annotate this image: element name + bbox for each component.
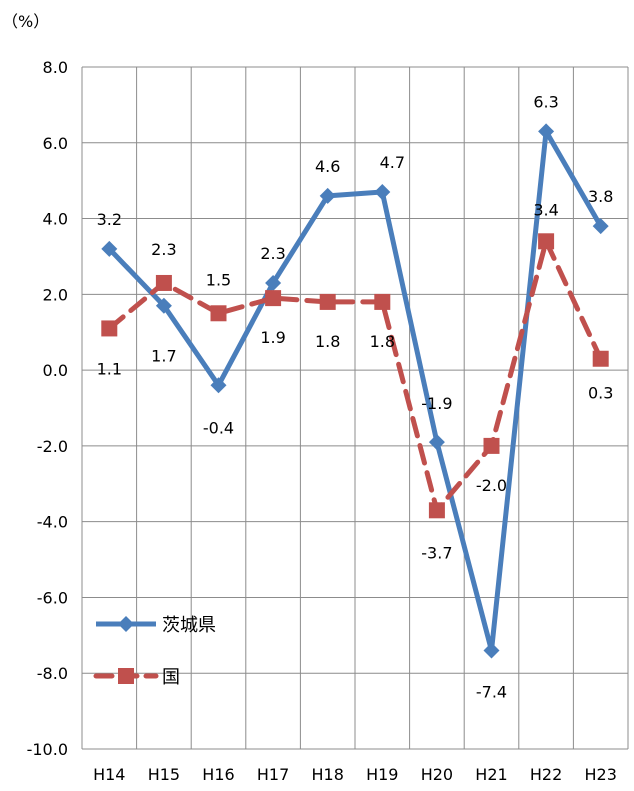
x-tick-label: H18 xyxy=(312,765,344,784)
data-label: 1.8 xyxy=(370,332,395,351)
data-labels-layer: 3.2 1.7 -0.4 2.3 4.6 4.7 -1.9 -7.4 6.3 3.8 1.1 2.3 1… xyxy=(97,92,614,701)
y-tick-label: -2.0 xyxy=(37,437,68,456)
data-label: -3.7 xyxy=(421,543,452,562)
series-1-point xyxy=(319,187,336,204)
chart-grid xyxy=(81,66,629,750)
y-tick-label: -8.0 xyxy=(37,664,68,683)
data-label: 2.3 xyxy=(260,244,285,263)
series-1-point xyxy=(483,642,500,659)
data-label: -1.9 xyxy=(421,394,452,413)
series-layer xyxy=(101,123,609,659)
data-label: 1.8 xyxy=(315,332,340,351)
series-1-point xyxy=(155,297,172,314)
series-2-point xyxy=(319,293,336,310)
data-label: 3.2 xyxy=(97,210,122,229)
data-label: 1.5 xyxy=(206,270,231,289)
series-1-point xyxy=(101,240,118,257)
legend-marker xyxy=(118,668,134,684)
data-label: 4.6 xyxy=(315,157,340,176)
data-label: 6.3 xyxy=(533,92,558,111)
y-tick-label: 2.0 xyxy=(43,285,68,304)
data-label: 4.7 xyxy=(380,153,405,172)
series-2-point xyxy=(155,274,172,291)
y-tick-label: 8.0 xyxy=(43,58,68,77)
series-2-point xyxy=(538,233,555,250)
x-tick-label: H19 xyxy=(366,765,398,784)
series-2-point xyxy=(374,293,391,310)
data-label: 2.3 xyxy=(151,240,176,259)
series-2-point xyxy=(265,290,282,307)
series-1-point xyxy=(210,377,227,394)
data-label: -7.4 xyxy=(476,682,507,701)
data-label: 1.7 xyxy=(151,347,176,366)
x-tick-label: H17 xyxy=(257,765,289,784)
y-tick-label: 6.0 xyxy=(43,134,68,153)
data-label: 0.3 xyxy=(588,384,613,403)
series-2-point xyxy=(428,502,445,519)
series-2-point xyxy=(101,320,118,337)
data-label: 1.9 xyxy=(260,328,285,347)
y-tick-label: 4.0 xyxy=(43,210,68,229)
x-tick-label: H20 xyxy=(421,765,453,784)
series-1-point xyxy=(428,434,445,451)
y-tick-label: -6.0 xyxy=(37,588,68,607)
legend-label: 茨城県 xyxy=(162,615,216,636)
data-label: 3.8 xyxy=(588,187,613,206)
legend-marker xyxy=(118,616,134,632)
x-tick-label: H22 xyxy=(530,765,562,784)
x-tick-label: H16 xyxy=(202,765,234,784)
y-axis-ticks: 8.0 6.0 4.0 2.0 0.0 -2.0 -4.0 -6.0 -8.0 -10.0 xyxy=(27,58,68,759)
data-label: 3.4 xyxy=(533,200,558,219)
series-2-point xyxy=(210,305,227,322)
series-1-point xyxy=(538,123,555,140)
x-tick-label: H14 xyxy=(93,765,125,784)
data-label: 1.1 xyxy=(97,359,122,378)
series-1-point xyxy=(374,184,391,201)
series-1-point xyxy=(592,218,609,235)
y-tick-label: 0.0 xyxy=(43,361,68,380)
series-2-point xyxy=(483,437,500,454)
data-label: -0.4 xyxy=(203,418,234,437)
y-tick-label: -4.0 xyxy=(37,513,68,532)
x-axis-ticks: H14 H15 H16 H17 H18 H19 H20 H21 H22 H23 xyxy=(93,765,617,784)
y-tick-label: -10.0 xyxy=(27,740,68,759)
series-line-2 xyxy=(106,238,604,513)
data-label: -2.0 xyxy=(476,476,507,495)
x-tick-label: H21 xyxy=(475,765,507,784)
x-tick-label: H15 xyxy=(148,765,180,784)
series-2-point xyxy=(592,350,609,367)
y-axis-unit-label: （%） xyxy=(2,12,49,31)
series-1-point xyxy=(265,274,282,291)
series-line-1 xyxy=(107,128,603,653)
legend-label: 国 xyxy=(162,667,180,688)
x-tick-label: H23 xyxy=(585,765,617,784)
